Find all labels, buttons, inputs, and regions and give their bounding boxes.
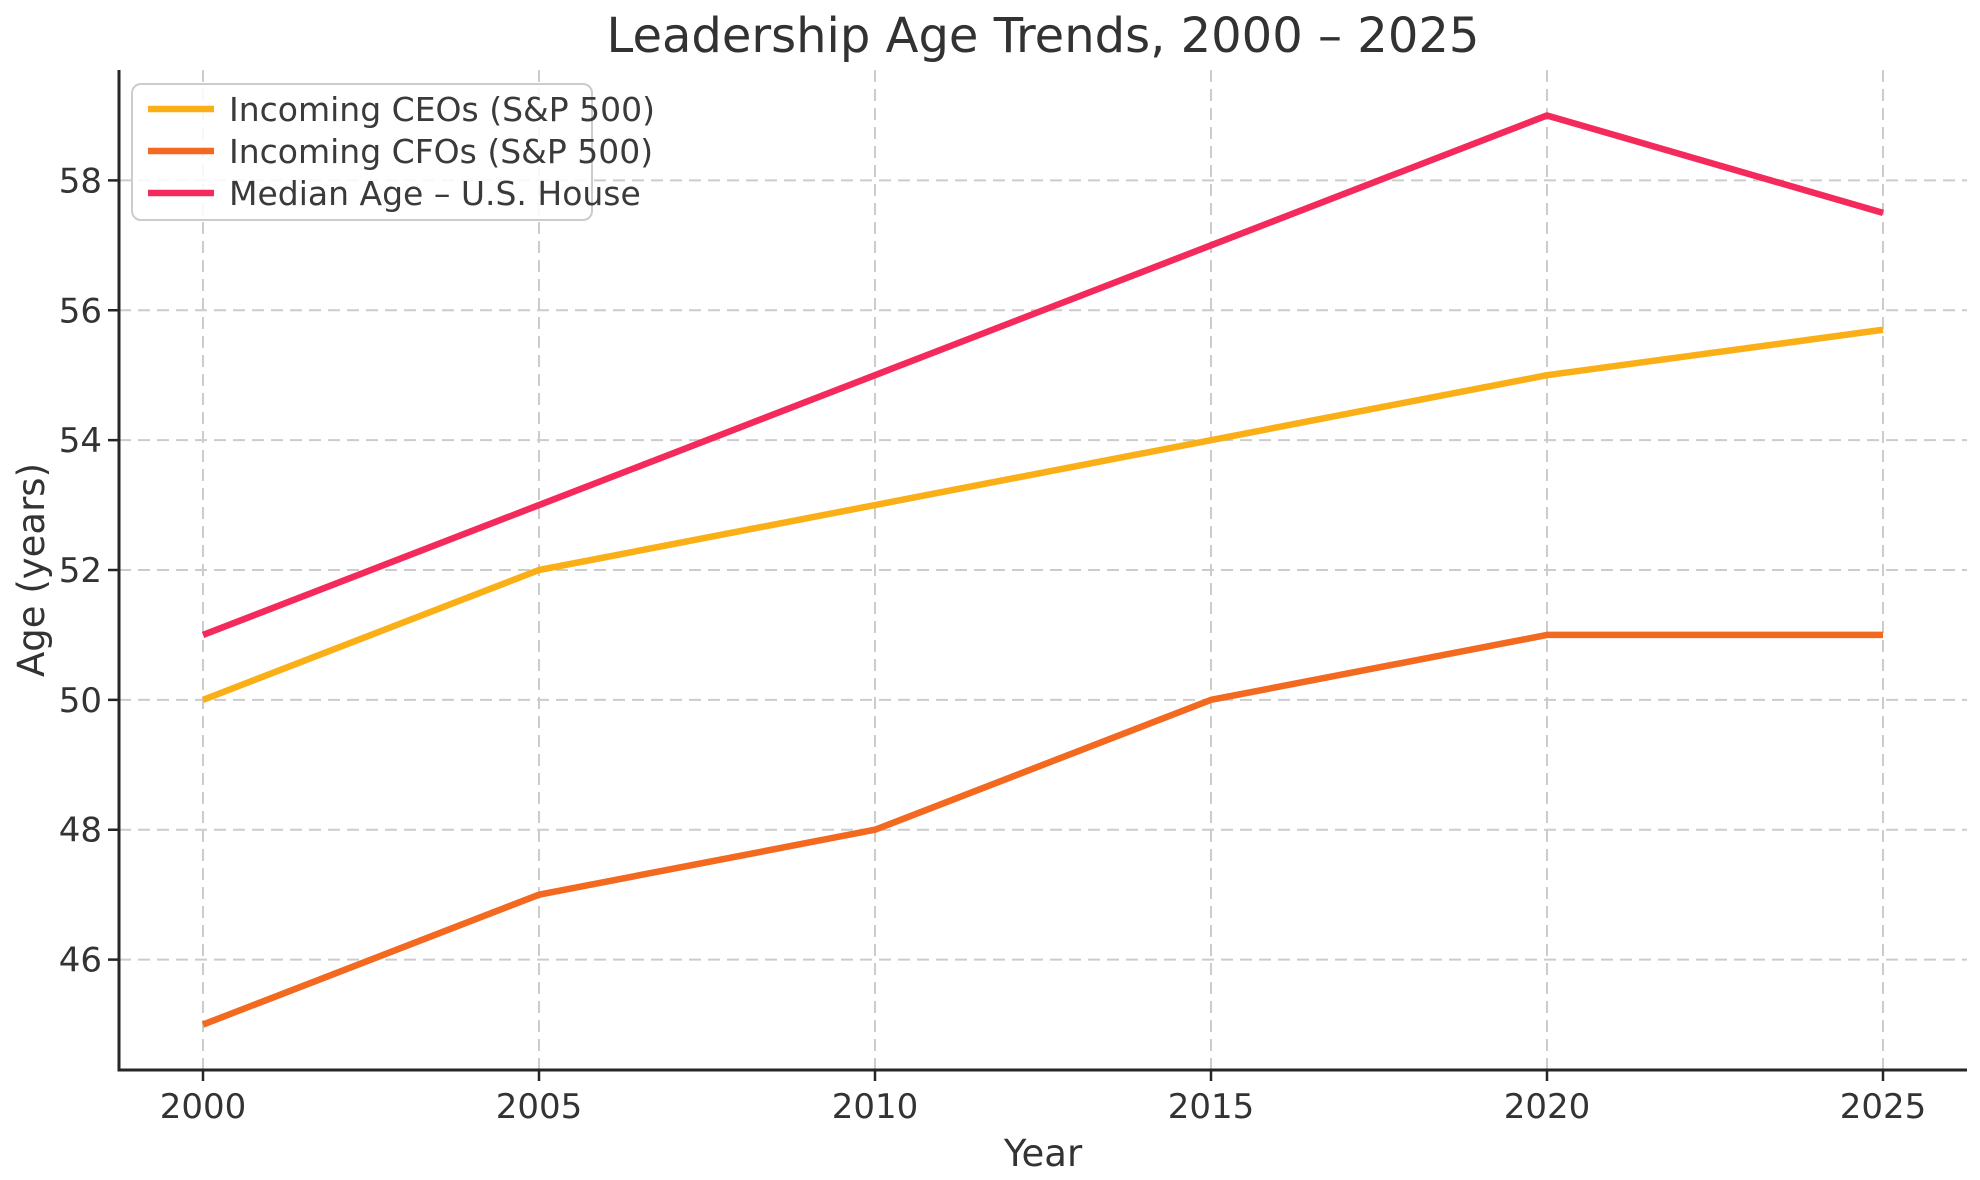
axis-ticks: 2000 2005 2010 2015 2020 2025 46 48 50 52 54 56 58 [59, 161, 1927, 1127]
y-tick-label: 54 [59, 421, 102, 461]
legend-label: Median Age – U.S. House [229, 174, 641, 213]
y-tick-label: 52 [59, 551, 102, 591]
x-tick-label: 2015 [1168, 1087, 1255, 1127]
y-tick-label: 58 [59, 161, 102, 201]
y-tick-label: 50 [59, 681, 102, 721]
y-axis-label: Age (years) [10, 463, 53, 677]
x-tick-label: 2010 [832, 1087, 919, 1127]
x-axis-label: Year [1003, 1132, 1083, 1175]
x-tick-label: 2025 [1840, 1087, 1927, 1127]
legend-label: Incoming CFOs (S&P 500) [229, 132, 653, 171]
y-tick-label: 56 [59, 291, 102, 331]
legend-box [131, 83, 593, 221]
series-lines [201, 112, 1884, 1028]
series-line [201, 326, 1884, 703]
legend: Incoming CEOs (S&P 500)Incoming CFOs (S&… [131, 83, 655, 221]
x-tick-label: 2000 [160, 1087, 247, 1127]
series-line [201, 112, 1884, 638]
x-tick-label: 2020 [1504, 1087, 1591, 1127]
series-line [201, 631, 1883, 1028]
gridlines [119, 70, 1967, 1070]
y-tick-label: 48 [59, 811, 102, 851]
x-tick-label: 2005 [496, 1087, 583, 1127]
y-tick-label: 46 [59, 941, 102, 981]
chart-title: Leadership Age Trends, 2000 – 2025 [607, 8, 1480, 64]
legend-label: Incoming CEOs (S&P 500) [229, 90, 655, 129]
